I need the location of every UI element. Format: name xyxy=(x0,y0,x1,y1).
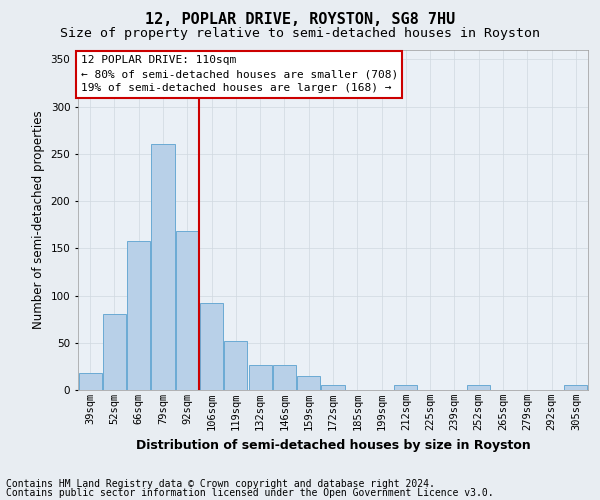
Bar xyxy=(248,364,272,390)
Bar xyxy=(79,373,101,390)
Bar xyxy=(200,303,223,390)
Bar xyxy=(394,386,418,390)
Bar xyxy=(176,232,199,390)
Text: Contains public sector information licensed under the Open Government Licence v3: Contains public sector information licen… xyxy=(6,488,494,498)
Bar xyxy=(565,386,587,390)
Bar xyxy=(151,144,175,390)
Bar xyxy=(224,341,247,390)
Text: Size of property relative to semi-detached houses in Royston: Size of property relative to semi-detach… xyxy=(60,28,540,40)
Text: Contains HM Land Registry data © Crown copyright and database right 2024.: Contains HM Land Registry data © Crown c… xyxy=(6,479,435,489)
Bar xyxy=(103,314,126,390)
Bar xyxy=(467,386,490,390)
Bar xyxy=(322,386,344,390)
Text: 12, POPLAR DRIVE, ROYSTON, SG8 7HU: 12, POPLAR DRIVE, ROYSTON, SG8 7HU xyxy=(145,12,455,28)
Bar xyxy=(127,241,150,390)
Bar xyxy=(297,376,320,390)
Bar xyxy=(273,364,296,390)
Text: 12 POPLAR DRIVE: 110sqm
← 80% of semi-detached houses are smaller (708)
19% of s: 12 POPLAR DRIVE: 110sqm ← 80% of semi-de… xyxy=(80,55,398,93)
Y-axis label: Number of semi-detached properties: Number of semi-detached properties xyxy=(32,110,45,330)
X-axis label: Distribution of semi-detached houses by size in Royston: Distribution of semi-detached houses by … xyxy=(136,438,530,452)
